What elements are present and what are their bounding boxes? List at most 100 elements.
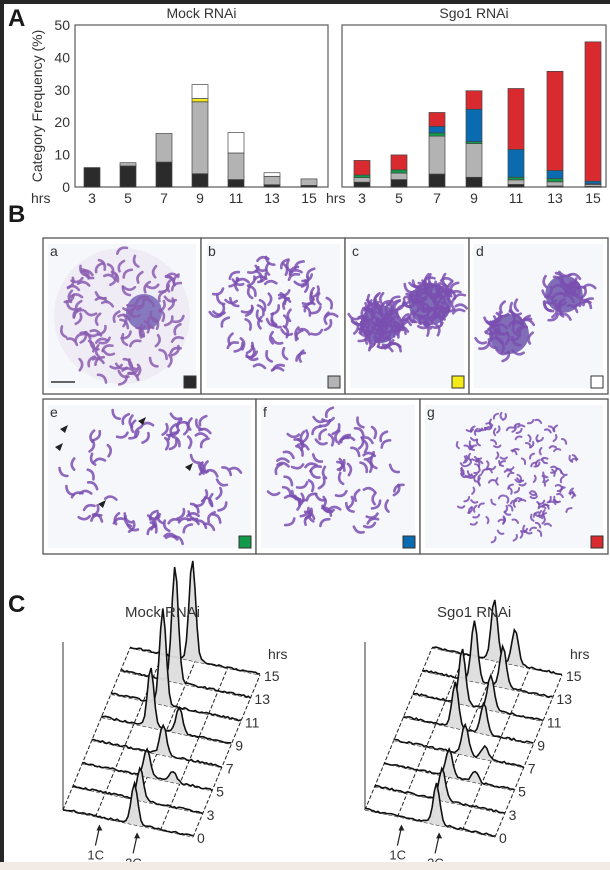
chromosome [538,505,547,510]
chromosome [282,450,295,460]
chromosome [319,517,331,528]
chromosome [552,434,558,443]
chromosome [299,506,310,518]
time-label: 11 [245,714,260,730]
x-tick-label: 3 [358,190,366,206]
chromosome [167,517,181,525]
category-color-key [402,535,416,549]
x-axis-label: hrs [326,190,345,206]
chromosome [475,427,484,433]
bar-segment-b [263,175,281,186]
chromosome [94,312,102,326]
time-label: 13 [254,691,270,707]
bar-segment-b [300,178,318,186]
x-tick-label: 5 [395,190,403,206]
chromosome [194,432,209,439]
chromosome [279,292,287,306]
chromosome [89,452,97,466]
micrograph-panel-f: f [255,398,421,555]
bar-segment-g [390,154,408,171]
chromosome [167,353,173,368]
x-tick-label: 7 [160,190,168,206]
chromosome [573,280,581,293]
chromosome [543,479,550,487]
y-axis-label: Category Frequency (%) [29,30,45,183]
chromosome [290,463,305,470]
chromosome [296,497,302,511]
bar-segment-a [465,176,483,188]
chromosome [511,323,520,337]
chromosome [207,510,216,524]
chromosome [420,314,429,327]
chromosome [556,492,564,499]
chromosome [334,489,348,498]
plot-title: Mock RNAi [125,604,200,621]
chromosome [127,311,141,318]
chromosome [464,473,473,478]
chromosome [122,313,128,328]
histogram-fill-5 [82,749,213,791]
chromosome [129,339,142,348]
micrograph-label: c [352,243,359,259]
chromosome [514,435,523,441]
grid-line [192,674,261,838]
chromosome [324,406,335,419]
histogram-trace-5 [383,747,515,791]
histogram-trace-13 [422,620,553,699]
chromosome [472,504,478,513]
chromosome [455,441,460,450]
chromosome [286,308,292,323]
chromosome [446,288,457,299]
bar-segment-b [546,181,564,187]
chromosome [485,515,490,525]
chromosome [182,523,194,534]
chromosome [552,498,561,504]
chromosome [143,298,155,308]
bar-segment-d [263,172,281,177]
chromosome [325,296,334,310]
chromosome [148,356,159,368]
chromosome [79,330,88,344]
chromosome [152,316,160,331]
bar-segment-g [428,112,446,127]
histogram-fill-13 [120,567,251,699]
chromosome [109,273,118,287]
chromosome [146,525,158,536]
chromosome [281,346,289,361]
chromosome [79,264,88,277]
chromosome [60,325,68,339]
chromosome [543,299,558,305]
chromosome [551,304,559,319]
chromosome [446,289,453,304]
chromosome [497,494,506,500]
chromosome [161,422,169,436]
micrograph-panel-c: c [344,237,470,395]
chromosome [132,254,140,268]
chromosome [522,524,526,534]
chromosome [256,304,265,317]
histogram-trace-9 [403,681,534,744]
chromosome [463,495,471,503]
chromosome [266,490,281,497]
x-tick-label: 15 [301,190,317,206]
panel-label-b: B [8,201,25,228]
chromosome [362,439,369,454]
chromosome [553,448,562,453]
chromosome [473,468,481,475]
chromosome [127,520,136,533]
chromosome [346,462,353,477]
chromosome [499,411,504,421]
chromosome [198,461,205,476]
chromosome [101,348,116,357]
chromosome [239,337,246,351]
chromosome [130,304,142,315]
chromosome [246,285,254,300]
chromosome [124,514,133,528]
chromosome [571,454,578,462]
bar-segment-b [119,162,137,167]
chromosome [263,279,278,286]
chromosome [169,423,178,436]
histogram-fill-0 [365,782,495,837]
